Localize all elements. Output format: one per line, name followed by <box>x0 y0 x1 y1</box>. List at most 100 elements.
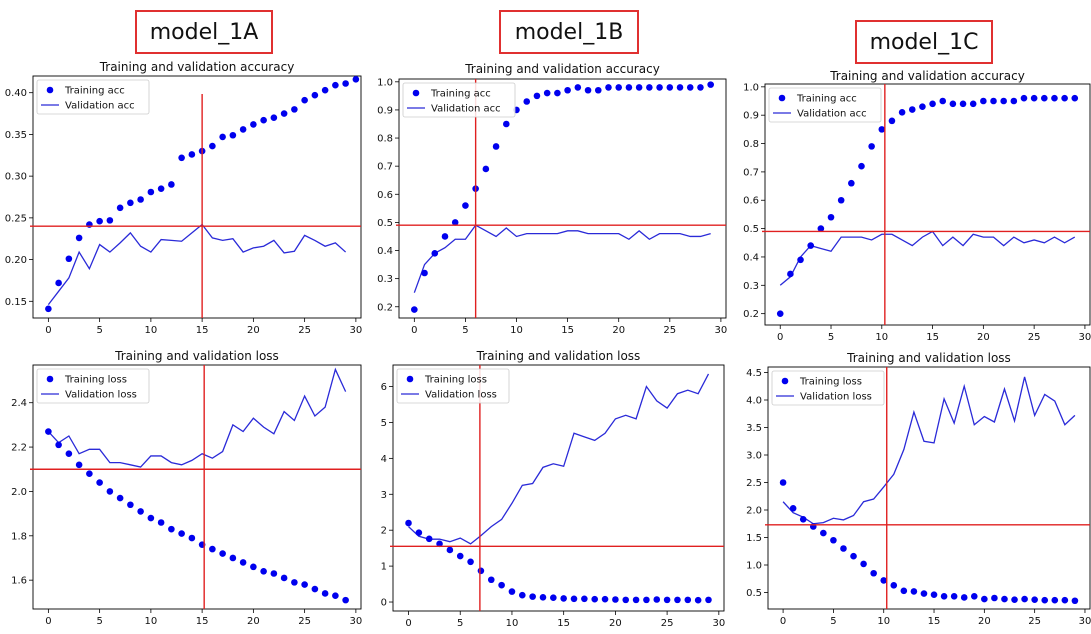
legend-box <box>771 370 885 406</box>
legend-box <box>36 368 150 404</box>
data-point-training <box>1011 596 1018 603</box>
data-point-training <box>342 80 349 87</box>
y-tick-label: 0.2 <box>743 309 759 320</box>
data-point-training <box>878 126 886 133</box>
x-tick-label: 15 <box>196 616 209 627</box>
data-point-training <box>908 106 916 113</box>
y-tick-label: 0.35 <box>5 130 27 141</box>
data-point-training <box>467 558 474 566</box>
data-point-training <box>1061 94 1068 102</box>
data-point-training <box>462 202 469 209</box>
legend: Training loss Validation loss <box>771 370 885 406</box>
model-label-1b: model_1B <box>499 10 639 54</box>
legend-label-training: Training loss <box>424 375 487 386</box>
data-point-training <box>929 100 936 108</box>
y-tick-label: 0.20 <box>5 255 27 266</box>
legend-label-training: Training loss <box>64 375 127 386</box>
data-point-training <box>65 450 73 458</box>
data-point-training <box>106 217 114 224</box>
x-tick-label: 30 <box>712 618 725 629</box>
data-point-training <box>137 508 144 515</box>
data-point-training <box>900 587 908 595</box>
data-point-training <box>919 103 926 110</box>
legend: Training loss Validation loss <box>396 368 510 404</box>
x-tick-label: 20 <box>609 618 622 629</box>
data-point-training <box>570 595 578 603</box>
data-point-training <box>797 256 804 264</box>
data-point-training <box>321 590 329 597</box>
data-point-training <box>560 595 567 602</box>
plot-frame <box>767 366 1091 610</box>
data-point-training <box>239 559 247 566</box>
y-tick-label: 4 <box>381 454 387 465</box>
y-tick-label: 4.0 <box>746 396 762 407</box>
chart-title: Training and validation accuracy <box>464 62 660 76</box>
y-tick-label: 0.8 <box>743 139 759 150</box>
data-point-training <box>1030 94 1038 102</box>
data-point-training <box>684 596 692 604</box>
data-point-training <box>229 131 237 139</box>
plot-area <box>779 376 1079 605</box>
x-tick-label: 15 <box>926 332 939 343</box>
model-label-text: model_1C <box>869 29 979 55</box>
y-tick-label: 0.8 <box>377 134 393 145</box>
data-point-training <box>591 595 599 603</box>
x-tick-label: 0 <box>777 332 783 343</box>
y-tick-label: 3.5 <box>746 423 762 434</box>
data-point-training <box>291 106 298 113</box>
data-point-training <box>291 579 298 586</box>
data-point-training <box>612 596 619 603</box>
legend: Training loss Validation loss <box>36 368 150 404</box>
chart-title: Training and validation loss <box>476 349 641 363</box>
legend-box <box>402 82 516 118</box>
y-tick-label: 2.0 <box>11 487 27 498</box>
legend-label-validation: Validation loss <box>65 390 137 401</box>
data-point-training <box>482 165 490 173</box>
x-tick-label: 10 <box>510 325 523 336</box>
data-point-training <box>625 84 633 91</box>
y-tick-label: 0.9 <box>743 111 759 122</box>
x-tick-label: 25 <box>1028 332 1041 343</box>
x-tick-label: 30 <box>1079 332 1091 343</box>
data-point-training <box>656 84 663 91</box>
x-tick-label: 5 <box>830 616 836 627</box>
data-point-training <box>436 540 443 548</box>
model-label-text: model_1B <box>514 19 624 45</box>
data-point-training <box>498 581 505 589</box>
data-point-training <box>219 133 226 141</box>
data-point-training <box>920 590 928 597</box>
data-point-training <box>848 179 855 187</box>
data-point-training <box>157 185 165 192</box>
data-point-training <box>632 596 640 604</box>
y-tick-label: 0.7 <box>743 167 759 178</box>
x-tick-label: 15 <box>557 618 570 629</box>
legend-label-training: Training acc <box>430 89 491 100</box>
chart-title: Training and validation loss <box>846 351 1011 365</box>
data-point-training <box>1001 595 1008 603</box>
y-tick-label: 0.2 <box>377 302 393 313</box>
data-point-training <box>411 306 418 313</box>
plot-frame <box>32 364 362 610</box>
data-point-training <box>594 86 602 94</box>
x-tick-label: 10 <box>875 332 888 343</box>
data-point-training <box>1071 94 1079 102</box>
data-point-training <box>219 550 226 557</box>
data-point-training <box>940 593 948 600</box>
data-point-training <box>168 525 175 533</box>
x-tick-label: 5 <box>462 325 468 336</box>
data-point-training <box>554 89 561 97</box>
chart-title: Training and validation loss <box>114 349 279 363</box>
y-tick-label: 0.4 <box>743 252 759 263</box>
y-tick-label: 2.4 <box>11 398 27 409</box>
data-point-training <box>301 96 308 104</box>
data-point-training <box>502 120 510 128</box>
y-tick-label: 1.6 <box>11 576 27 587</box>
chart-acc_1C: Training and validation accuracy 0 5 10 15 20… <box>743 69 1091 343</box>
x-tick-label: 15 <box>196 325 209 336</box>
data-point-training <box>960 594 968 601</box>
x-tick-label: 30 <box>1079 616 1091 627</box>
y-tick-label: 0.5 <box>743 224 759 235</box>
legend-marker-training <box>781 377 789 385</box>
y-tick-label: 0.3 <box>377 274 393 285</box>
